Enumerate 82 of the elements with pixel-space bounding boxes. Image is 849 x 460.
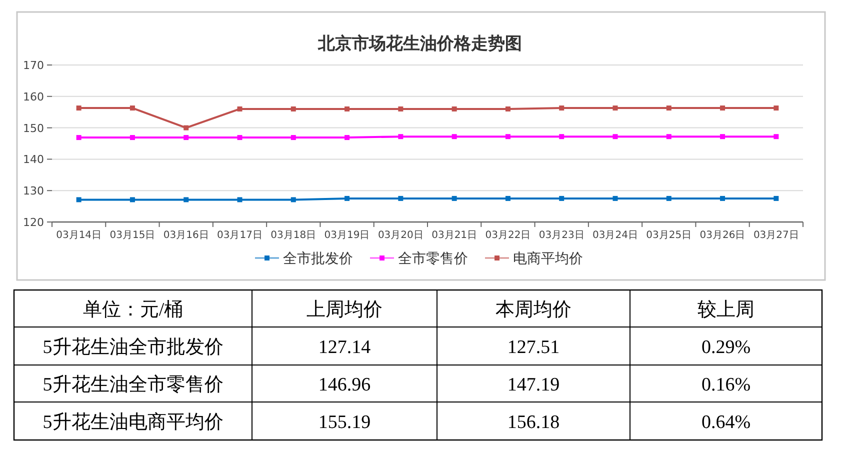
point	[612, 106, 618, 111]
point	[505, 196, 510, 201]
text: 0.64%	[701, 412, 751, 433]
text: 156.18	[507, 412, 560, 433]
legend-label: 电商平均价	[513, 251, 583, 267]
text: 5升花生油全市批发价	[42, 336, 224, 358]
point	[612, 134, 618, 140]
x-tick-label: 03月26日	[700, 230, 746, 241]
point	[76, 135, 82, 140]
x-tick-label: 03月24日	[592, 230, 638, 241]
text: 127.14	[318, 337, 372, 358]
text: 127.51	[507, 337, 560, 358]
x-tick-label: 03月18日	[270, 230, 316, 241]
text: 0.29%	[701, 337, 751, 358]
point	[666, 106, 672, 111]
text: 较上周	[698, 300, 754, 320]
legend-label: 全市零售价	[398, 251, 468, 267]
text: 155.19	[318, 412, 371, 433]
point	[184, 197, 189, 202]
point	[452, 196, 457, 201]
point	[505, 106, 510, 112]
chart-title: 北京市场花生油价格走势图	[317, 34, 522, 54]
point	[344, 106, 350, 112]
point	[720, 134, 726, 140]
y-tick-label: 160	[23, 90, 44, 104]
point	[398, 134, 404, 140]
point	[130, 197, 135, 202]
y-tick-label: 170	[23, 59, 44, 72]
point	[184, 135, 189, 140]
point	[290, 197, 296, 202]
x-tick-label: 03月16日	[163, 230, 209, 241]
point	[720, 196, 726, 201]
text: 5升花生油电商平均价	[42, 411, 224, 433]
y-tick-label: 120	[23, 216, 44, 229]
point	[774, 134, 779, 140]
x-tick-label: 03月23日	[538, 230, 584, 241]
x-tick-label: 03月21日	[432, 230, 478, 241]
x-tick-label: 03月15日	[110, 230, 156, 241]
point	[237, 106, 242, 112]
point	[559, 196, 564, 201]
text: 147.19	[507, 374, 560, 396]
point	[76, 197, 82, 202]
point	[76, 106, 82, 111]
point	[344, 196, 350, 201]
point	[184, 125, 189, 130]
x-tick-label: 03月19日	[324, 230, 370, 241]
point	[559, 106, 564, 111]
point	[398, 196, 404, 201]
text: 5升花生油全市零售价	[42, 374, 224, 396]
point	[612, 196, 618, 201]
point	[720, 106, 726, 111]
point	[237, 135, 242, 140]
x-tick-label: 03月25日	[646, 230, 692, 241]
x-tick-label: 03月22日	[485, 230, 531, 241]
point	[237, 197, 242, 202]
point	[666, 134, 672, 140]
point	[130, 135, 135, 140]
point	[290, 135, 296, 140]
point	[290, 106, 296, 112]
point	[452, 106, 457, 112]
text: 单位：元/桶	[82, 300, 184, 320]
point	[505, 134, 510, 140]
x-tick-label: 03月27日	[753, 230, 799, 241]
point	[130, 106, 135, 111]
point	[774, 106, 779, 111]
text: 上周均价	[306, 300, 382, 320]
text: 0.16%	[701, 374, 751, 396]
y-tick-label: 130	[23, 184, 44, 198]
y-tick-label: 140	[23, 153, 44, 166]
point	[559, 134, 564, 140]
x-tick-label: 03月20日	[378, 230, 424, 241]
point	[398, 106, 404, 112]
x-tick-label: 03月17日	[217, 230, 262, 241]
legend-label: 全市批发价	[283, 251, 353, 267]
text: 146.96	[318, 374, 371, 396]
x-tick-label: 03月14日	[56, 230, 102, 241]
point	[774, 196, 779, 201]
y-tick-label: 150	[23, 122, 44, 135]
text: 本周均价	[496, 300, 572, 320]
point	[666, 196, 672, 201]
point	[344, 135, 350, 140]
point	[452, 134, 457, 140]
